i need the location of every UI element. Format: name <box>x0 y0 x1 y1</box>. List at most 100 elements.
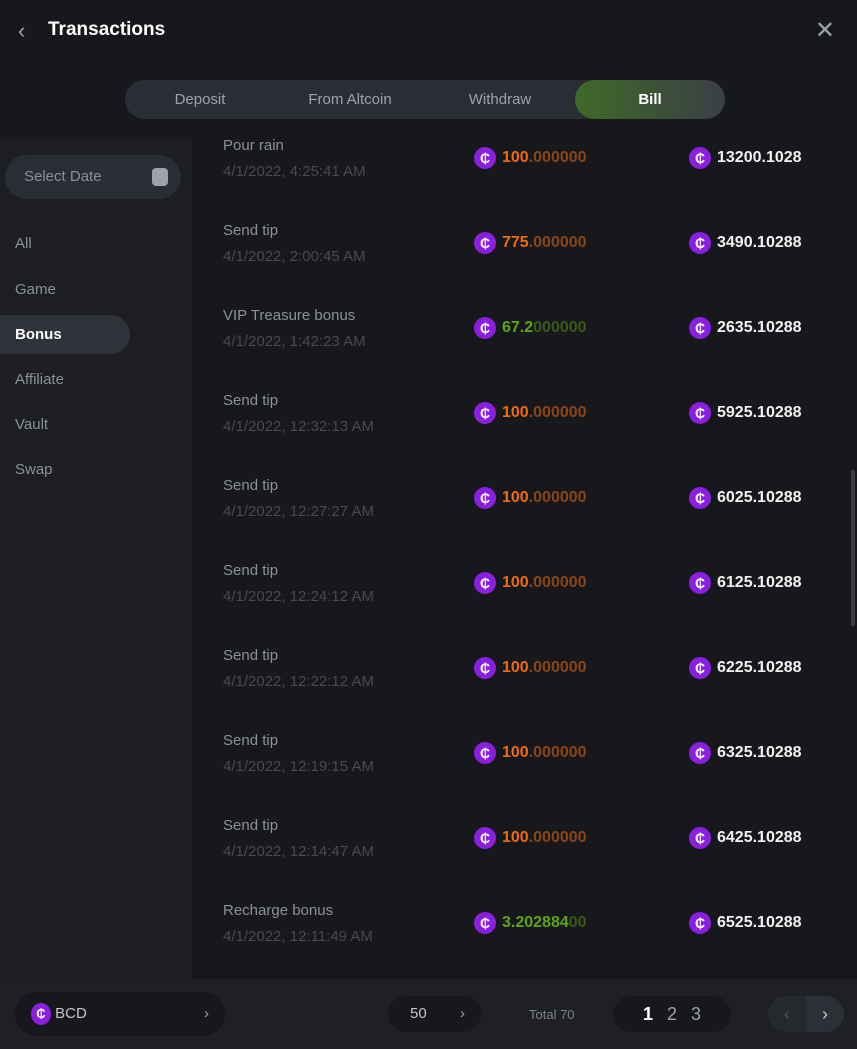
page-title: Transactions <box>48 19 166 40</box>
currency-label: BCD <box>55 1005 87 1022</box>
per-page-value: 50 <box>410 1005 427 1022</box>
balance-value: 6425.10288 <box>717 829 802 846</box>
balance-value: 13200.1028 <box>717 149 802 166</box>
row-amount: ₵ 100.000000 <box>474 742 587 764</box>
close-icon[interactable]: ✕ <box>814 17 835 44</box>
sidebar-item-all[interactable]: All <box>15 235 32 252</box>
calendar-icon <box>152 168 168 186</box>
amount-dim: .000000 <box>528 234 587 251</box>
table-row[interactable]: Send tip 4/1/2022, 12:22:12 AM ₵ 100.0000… <box>192 647 848 732</box>
coin-icon: ₵ <box>474 317 496 339</box>
row-amount: ₵ 67.2000000 <box>474 317 587 339</box>
footer: ₵ BCD › 50 › Total 70 1 2 3 ‹ › <box>0 979 857 1049</box>
row-amount: ₵ 775.000000 <box>474 232 587 254</box>
bcd-coin-icon: ₵ <box>31 1003 51 1026</box>
amount-dim: .000000 <box>528 829 587 846</box>
coin-icon: ₵ <box>689 317 711 339</box>
table-row[interactable]: Send tip 4/1/2022, 12:19:15 AM ₵ 100.0000… <box>192 732 848 817</box>
tab-from-altcoin[interactable]: From Altcoin <box>308 91 392 108</box>
row-balance: ₵ 2635.10288 <box>689 317 802 339</box>
table-row[interactable]: VIP Treasure bonus 4/1/2022, 1:42:23 AM … <box>192 307 848 392</box>
tab-deposit[interactable]: Deposit <box>174 91 226 108</box>
amount-main: 3.202884 <box>502 914 569 931</box>
coin-icon: ₵ <box>474 657 496 679</box>
balance-value: 5925.10288 <box>717 404 802 421</box>
row-amount: ₵ 100.000000 <box>474 572 587 594</box>
header: ‹ Transactions ✕ <box>0 0 857 62</box>
sidebar-item-affiliate[interactable]: Affiliate <box>15 371 64 388</box>
row-balance: ₵ 6025.10288 <box>689 487 802 509</box>
coin-icon: ₵ <box>689 742 711 764</box>
next-page-button[interactable]: › <box>806 996 844 1032</box>
coin-icon: ₵ <box>474 147 496 169</box>
balance-value: 6025.10288 <box>717 489 802 506</box>
coin-icon: ₵ <box>689 232 711 254</box>
table-row[interactable]: Send tip 4/1/2022, 2:00:45 AM ₵ 775.00000… <box>192 222 848 307</box>
coin-icon: ₵ <box>474 572 496 594</box>
page-2[interactable]: 2 <box>666 1004 677 1024</box>
row-title: Send tip <box>223 817 279 834</box>
row-title: Recharge bonus <box>223 902 334 919</box>
row-balance: ₵ 6125.10288 <box>689 572 802 594</box>
sidebar: Select Date All Game Bonus Affiliate Vau… <box>0 137 192 979</box>
row-balance: ₵ 6425.10288 <box>689 827 802 849</box>
sidebar-item-swap[interactable]: Swap <box>15 461 53 478</box>
row-amount: ₵ 100.000000 <box>474 402 587 424</box>
row-date: 4/1/2022, 12:24:12 AM <box>223 588 374 605</box>
amount-dim: 00 <box>568 914 587 931</box>
sidebar-item-vault[interactable]: Vault <box>15 416 49 433</box>
pagination: 1 2 3 <box>613 996 731 1032</box>
amount-dim: .000000 <box>528 149 587 166</box>
row-title: Send tip <box>223 392 279 409</box>
balance-value: 6125.10288 <box>717 574 802 591</box>
prev-page-button[interactable]: ‹ <box>784 1004 790 1024</box>
tab-bar: Deposit From Altcoin Withdraw Bill <box>125 80 725 119</box>
tab-bill[interactable]: Bill <box>575 80 725 119</box>
currency-selector[interactable]: ₵ BCD › <box>15 992 225 1036</box>
table-row[interactable]: Send tip 4/1/2022, 12:24:12 AM ₵ 100.0000… <box>192 562 848 647</box>
coin-icon: ₵ <box>474 827 496 849</box>
coin-icon: ₵ <box>689 147 711 169</box>
select-date-input[interactable]: Select Date <box>5 155 181 199</box>
table-row[interactable]: Recharge bonus 4/1/2022, 12:11:49 AM ₵ 3.… <box>192 902 848 979</box>
amount-dim: .000000 <box>528 744 587 761</box>
coin-icon: ₵ <box>474 487 496 509</box>
chevron-right-icon: › <box>460 1005 465 1022</box>
row-date: 4/1/2022, 2:00:45 AM <box>223 248 366 265</box>
row-balance: ₵ 6225.10288 <box>689 657 802 679</box>
total-count: Total 70 <box>529 1007 575 1022</box>
sidebar-item-bonus[interactable]: Bonus <box>0 315 130 354</box>
row-amount: ₵ 100.000000 <box>474 827 587 849</box>
row-title: Send tip <box>223 477 279 494</box>
sidebar-item-game[interactable]: Game <box>15 281 56 298</box>
chevron-left-icon[interactable]: ‹ <box>18 18 26 43</box>
table-row[interactable]: Send tip 4/1/2022, 12:32:13 AM ₵ 100.0000… <box>192 392 848 477</box>
row-title: VIP Treasure bonus <box>223 307 356 324</box>
balance-value: 2635.10288 <box>717 319 802 336</box>
table-row[interactable]: Send tip 4/1/2022, 12:27:27 AM ₵ 100.0000… <box>192 477 848 562</box>
row-amount: ₵ 3.20288400 <box>474 912 587 934</box>
select-date-placeholder: Select Date <box>24 168 102 185</box>
tab-withdraw[interactable]: Withdraw <box>468 91 532 108</box>
page-3[interactable]: 3 <box>691 1004 702 1024</box>
table-row[interactable]: Pour rain 4/1/2022, 4:25:41 AM ₵ 100.0000… <box>192 137 848 222</box>
row-date: 4/1/2022, 12:19:15 AM <box>223 758 374 775</box>
coin-icon: ₵ <box>474 232 496 254</box>
balance-value: 6525.10288 <box>717 914 802 931</box>
per-page-selector[interactable]: 50 › <box>388 996 481 1032</box>
row-balance: ₵ 13200.1028 <box>689 147 802 169</box>
amount-main: 100 <box>502 574 529 591</box>
row-date: 4/1/2022, 12:27:27 AM <box>223 503 374 520</box>
scrollbar[interactable] <box>851 470 855 626</box>
amount-main: 100 <box>502 829 529 846</box>
coin-icon: ₵ <box>689 487 711 509</box>
row-balance: ₵ 3490.10288 <box>689 232 802 254</box>
amount-dim: .000000 <box>528 659 587 676</box>
coin-icon: ₵ <box>689 827 711 849</box>
balance-value: 3490.10288 <box>717 234 802 251</box>
coin-icon: ₵ <box>474 402 496 424</box>
table-row[interactable]: Send tip 4/1/2022, 12:14:47 AM ₵ 100.0000… <box>192 817 848 902</box>
amount-main: 67.2 <box>502 319 534 336</box>
amount-dim: .000000 <box>528 404 587 421</box>
page-1[interactable]: 1 <box>642 1004 653 1024</box>
